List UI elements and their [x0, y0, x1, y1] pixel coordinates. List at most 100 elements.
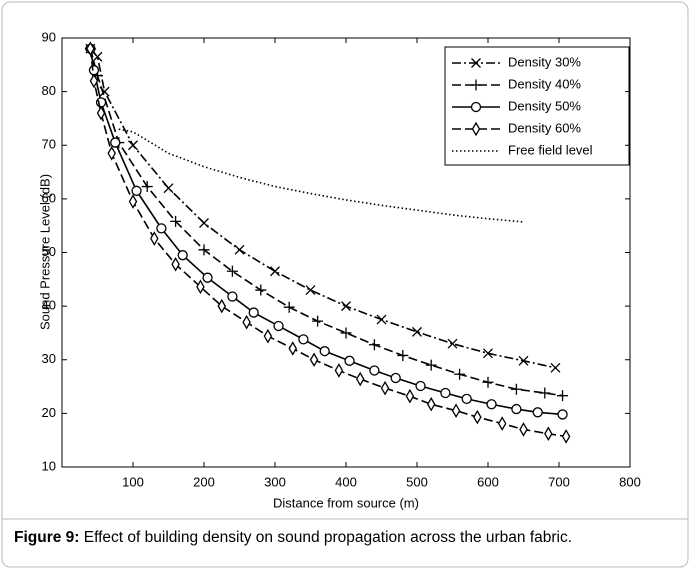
data-point	[355, 371, 365, 387]
legend-marker	[471, 121, 481, 137]
data-point	[380, 380, 390, 396]
y-tick-label: 80	[42, 83, 56, 98]
data-point	[557, 390, 569, 402]
data-point	[255, 284, 267, 296]
data-point	[156, 223, 167, 234]
data-point	[196, 279, 205, 295]
data-point	[248, 307, 259, 318]
data-point	[390, 372, 401, 384]
legend-label: Density 30%	[508, 54, 581, 69]
legend-marker	[471, 58, 481, 68]
data-point	[283, 301, 295, 313]
data-point	[486, 399, 497, 410]
data-point	[397, 349, 409, 361]
data-point	[288, 341, 298, 356]
data-point	[473, 409, 482, 425]
y-tick-label: 10	[42, 458, 56, 473]
data-point	[412, 326, 422, 337]
data-point	[511, 403, 522, 415]
data-point	[177, 250, 188, 261]
data-point	[128, 140, 138, 151]
data-point	[518, 355, 529, 366]
data-point	[334, 363, 344, 378]
data-point	[312, 315, 324, 327]
data-point	[415, 380, 426, 392]
data-point	[461, 393, 472, 405]
data-point	[202, 272, 213, 283]
x-tick-label: 100	[122, 474, 144, 489]
data-point	[96, 105, 106, 121]
y-tick-label: 30	[42, 351, 56, 366]
series-line	[89, 48, 567, 438]
data-point	[368, 339, 380, 351]
data-point	[88, 65, 100, 76]
data-point	[344, 355, 355, 366]
caption-label: Figure 9:	[14, 529, 79, 546]
data-point	[451, 403, 461, 418]
y-tick-label: 90	[42, 29, 56, 44]
x-axis-label: Distance from source (m)	[273, 495, 419, 510]
y-axis-label: Sound Pressure Level (dB)	[37, 174, 52, 330]
data-point	[110, 137, 121, 148]
data-point	[86, 41, 95, 57]
data-point	[510, 383, 522, 395]
data-point	[369, 365, 380, 376]
data-point	[226, 265, 238, 277]
y-tick-label: 70	[42, 137, 56, 152]
data-point	[227, 291, 238, 302]
data-point	[107, 146, 116, 161]
x-tick-label: 200	[193, 474, 215, 489]
x-tick-label: 800	[619, 474, 641, 489]
data-point	[217, 298, 227, 314]
x-tick-label: 300	[264, 474, 286, 489]
data-point	[131, 185, 142, 196]
data-point	[92, 51, 103, 62]
data-point	[376, 314, 387, 325]
legend-label: Free field level	[508, 142, 593, 157]
data-point	[539, 387, 551, 399]
data-point	[89, 73, 99, 89]
data-point	[298, 334, 309, 345]
data-point	[128, 194, 138, 209]
data-point	[198, 244, 210, 256]
data-point	[544, 426, 553, 442]
y-tick-label: 40	[42, 298, 56, 313]
y-tick-label: 20	[42, 405, 56, 420]
data-point	[447, 338, 458, 349]
data-point	[319, 346, 330, 357]
legend-label: Density 60%	[508, 120, 581, 135]
caption: Figure 9: Effect of building density on …	[14, 529, 572, 546]
y-tick-label: 60	[42, 190, 56, 205]
data-point	[341, 301, 351, 312]
legend-box	[444, 46, 630, 166]
data-point	[482, 376, 494, 388]
x-tick-label: 600	[477, 474, 499, 489]
data-point	[550, 362, 561, 373]
data-point	[426, 396, 436, 412]
data-point	[163, 183, 174, 194]
data-point	[340, 327, 352, 339]
data-point	[270, 266, 280, 277]
data-point	[519, 422, 528, 437]
data-point	[263, 328, 273, 344]
series-line	[89, 48, 556, 369]
data-point	[199, 218, 209, 228]
data-point	[273, 320, 284, 332]
data-point	[454, 368, 466, 380]
data-point	[234, 244, 245, 255]
legend-label: Density 40%	[508, 76, 581, 91]
data-point	[532, 407, 543, 418]
x-tick-label: 700	[548, 474, 570, 489]
y-tick-label: 50	[42, 244, 56, 259]
x-tick-label: 400	[335, 474, 357, 489]
data-point	[483, 348, 493, 359]
legend-label: Density 50%	[508, 98, 581, 113]
legend-marker	[470, 101, 482, 113]
data-point	[171, 257, 180, 272]
data-point	[405, 388, 415, 404]
x-tick-label: 500	[406, 474, 428, 489]
data-point	[150, 231, 159, 246]
data-point	[440, 387, 451, 399]
data-point	[425, 359, 437, 371]
